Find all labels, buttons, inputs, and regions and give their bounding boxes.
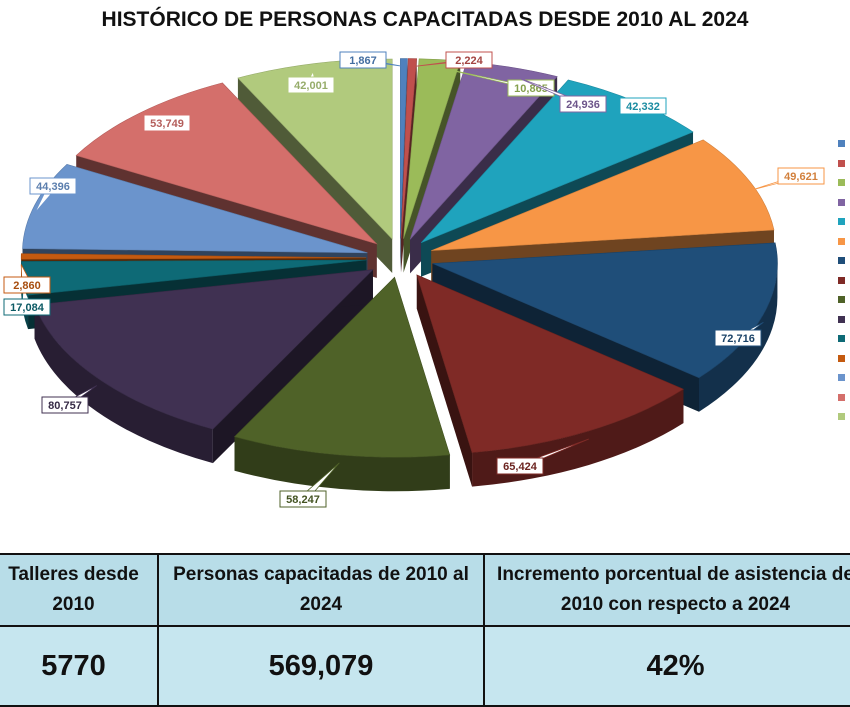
value-personas: 569,079 [158,626,484,706]
data-label: 1,867 [340,52,404,68]
data-label: 49,621 [750,168,824,190]
summary-header-row: Talleres desde 2010 Personas capacitadas… [0,554,850,626]
legend-swatch [838,238,845,245]
data-label-text: 65,424 [503,461,538,473]
legend-swatch [838,199,845,206]
legend-swatch [838,316,845,323]
data-label-text: 17,084 [10,302,45,314]
pie-slices [21,59,777,492]
data-label-text: 42,332 [626,101,660,113]
legend-swatch [838,394,845,401]
legend-swatch [838,413,845,420]
legend-swatch [838,140,845,147]
data-label-text: 24,936 [566,99,600,111]
summary-value-row: 5770 569,079 42% [0,626,850,706]
value-incremento: 42% [484,626,850,706]
data-label-text: 1,867 [349,55,377,67]
data-label: 42,332 [620,98,666,114]
legend-swatch [838,374,845,381]
data-label-text: 44,396 [36,181,70,193]
legend-swatch [838,218,845,225]
legend-swatch [838,160,845,167]
legend-swatch [838,179,845,186]
data-label-text: 53,749 [150,118,184,130]
value-talleres: 5770 [0,626,158,706]
header-talleres: Talleres desde 2010 [0,554,158,626]
data-label-text: 80,757 [48,400,82,412]
data-label-text: 72,716 [721,333,755,345]
legend-swatch [838,335,845,342]
header-incremento: Incremento porcentual de asistencia de 2… [484,554,850,626]
legend-swatch [838,296,845,303]
data-label-text: 2,860 [13,280,41,292]
header-personas: Personas capacitadas de 2010 al 2024 [158,554,484,626]
legend-swatch [838,277,845,284]
data-label: 53,749 [139,115,190,131]
legend-swatch [838,355,845,362]
legend-swatch [838,257,845,264]
data-label-text: 58,247 [286,494,320,506]
data-label-text: 2,224 [455,55,483,67]
summary-table: Talleres desde 2010 Personas capacitadas… [0,553,850,707]
data-label-text: 49,621 [784,171,818,183]
data-label-text: 42,001 [294,80,328,92]
